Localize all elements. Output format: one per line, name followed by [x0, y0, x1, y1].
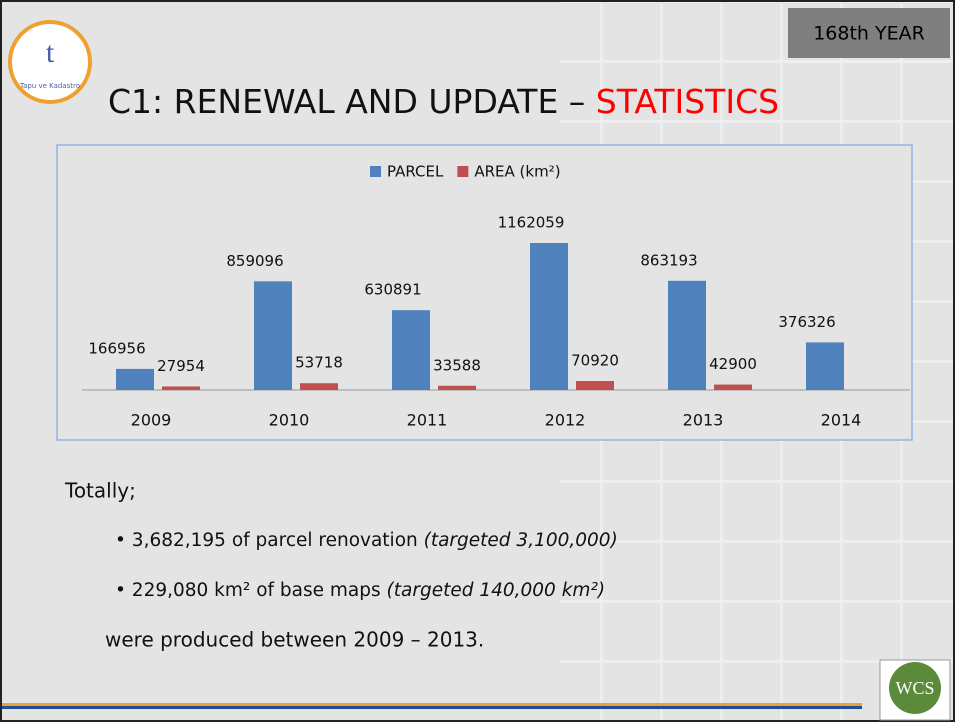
- outro: were produced between 2009 – 2013.: [105, 628, 484, 652]
- logo-text: Tapu ve Kadastro: [19, 82, 80, 90]
- bar: [162, 386, 200, 390]
- bar: [530, 243, 568, 390]
- badge: 168th YEAR: [813, 23, 925, 45]
- bar: [254, 281, 292, 390]
- x-tick-label: 2009: [131, 411, 172, 430]
- chart-frame: [56, 144, 913, 441]
- bullet-text: 229,080 km² of base maps: [132, 580, 387, 601]
- data-label: 70920: [571, 352, 619, 370]
- bullet-note: (targeted 3,100,000): [424, 530, 618, 551]
- bar: [116, 368, 154, 390]
- bar: [438, 385, 476, 390]
- legend-swatch: [457, 166, 469, 177]
- bullets: • 3,682,195 of parcel renovation (target…: [115, 530, 618, 601]
- data-label: 33588: [433, 356, 481, 374]
- x-tick-label: 2012: [545, 411, 586, 430]
- data-label: 27954: [157, 357, 205, 375]
- x-tick-label: 2011: [407, 411, 448, 430]
- bar: [392, 310, 430, 390]
- data-label: 53718: [295, 354, 343, 372]
- x-tick-label: 2010: [269, 411, 310, 430]
- footer-line: [2, 706, 862, 709]
- x-tick-label: 2013: [683, 411, 724, 430]
- title-prefix: C1: RENEWAL AND UPDATE –: [108, 82, 596, 121]
- data-label: 1162059: [498, 214, 565, 232]
- svg-text:t: t: [46, 36, 55, 69]
- corner-logo: WCS: [879, 659, 951, 721]
- corner-logo-text: WCS: [895, 678, 934, 698]
- data-label: 859096: [226, 252, 283, 270]
- legend-swatch: [370, 166, 381, 177]
- bar: [806, 342, 844, 390]
- legend-label: AREA (km²): [474, 163, 560, 181]
- bullet-dot: •: [115, 580, 132, 601]
- data-label: 166956: [88, 339, 145, 357]
- legend-label: PARCEL: [387, 163, 444, 181]
- bullet-note: (targeted 140,000 km²): [387, 580, 606, 601]
- data-label: 863193: [640, 251, 697, 269]
- bullet: • 229,080 km² of base maps (targeted 140…: [115, 580, 605, 601]
- data-label: 376326: [778, 313, 835, 331]
- bar: [714, 384, 752, 390]
- bullet: • 3,682,195 of parcel renovation (target…: [115, 530, 618, 551]
- logo: t Tapu ve Kadastro: [8, 20, 92, 104]
- title: C1: RENEWAL AND UPDATE – STATISTICS: [108, 82, 779, 121]
- bar: [300, 383, 338, 390]
- bar: [576, 381, 614, 390]
- badge-box: [788, 8, 950, 58]
- footer-line: [2, 703, 862, 706]
- x-tick-label: 2014: [821, 411, 862, 430]
- bullet-dot: •: [115, 530, 132, 551]
- bar: [668, 280, 706, 390]
- intro: Totally;: [64, 479, 136, 503]
- bullet-text: 3,682,195 of parcel renovation: [132, 530, 424, 551]
- data-label: 42900: [709, 355, 757, 373]
- data-label: 630891: [364, 281, 421, 299]
- chart: PARCEL AREA (km²) 2009 166956 27954 2010 85909…: [82, 163, 910, 430]
- title-highlight: STATISTICS: [596, 82, 779, 121]
